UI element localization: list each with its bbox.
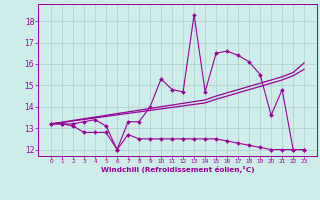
X-axis label: Windchill (Refroidissement éolien,°C): Windchill (Refroidissement éolien,°C) — [101, 166, 254, 173]
